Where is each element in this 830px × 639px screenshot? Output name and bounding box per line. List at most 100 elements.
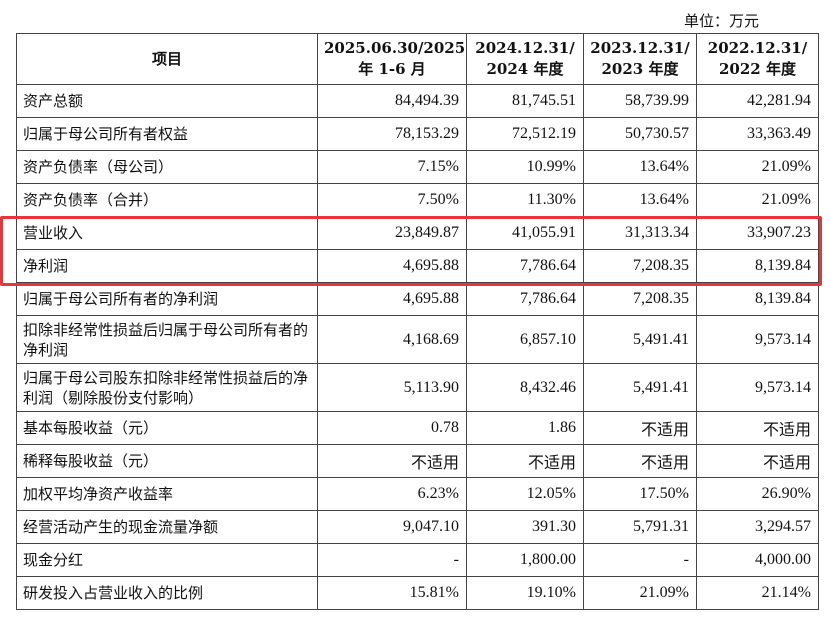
table-row: 稀释每股收益（元） 不适用 不适用 不适用 不适用 [16,444,819,478]
header-col-2023-line1: 2023.12.31/ [590,39,690,57]
row-value: 58,739.99 [583,84,697,118]
table-row: 归属于母公司所有者的净利润 4,695.88 7,786.64 7,208.35 8,1… [16,282,819,316]
table-row: 营业收入 23,849.87 41,055.91 31,313.34 33,907.23 [16,216,819,250]
row-value: - [317,543,467,577]
row-value: 17.50% [583,477,697,511]
row-value: 4,168.69 [317,315,467,364]
row-value: 13.64% [583,183,697,217]
row-value: 4,695.88 [317,282,467,316]
header-col-2025h1-line1: 2025.06.30/2025 [324,39,466,57]
row-value: 50,730.57 [583,117,697,151]
table-row: 归属于母公司所有者权益 78,153.29 72,512.19 50,730.57 33… [16,117,819,151]
table-row: 资产负债率（母公司） 7.15% 10.99% 13.64% 21.09% [16,150,819,184]
row-label: 现金分红 [16,543,318,577]
row-label: 归属于母公司股东扣除非经常性损益后的净利润（剔除股份支付影响） [16,363,318,412]
row-value: 不适用 [466,444,584,478]
row-value: 不适用 [696,444,819,478]
row-value: 13.64% [583,150,697,184]
row-value: - [583,543,697,577]
row-value: 7,208.35 [583,249,697,283]
row-value: 41,055.91 [466,216,584,250]
row-value: 5,791.31 [583,510,697,544]
row-value: 11.30% [466,183,584,217]
row-value: 19.10% [466,576,584,610]
header-col-2022-line1: 2022.12.31/ [707,39,808,57]
row-value: 9,047.10 [317,510,467,544]
row-value: 391.30 [466,510,584,544]
row-label: 研发投入占营业收入的比例 [16,576,318,610]
header-col-2022: 2022.12.31/ 2022 年度 [696,33,819,85]
row-value: 33,907.23 [696,216,819,250]
row-label: 加权平均净资产收益率 [16,477,318,511]
row-label: 营业收入 [16,216,318,250]
header-col-2024: 2024.12.31/ 2024 年度 [466,33,584,85]
row-value: 5,491.41 [583,315,697,364]
row-value: 不适用 [696,411,819,445]
row-value: 78,153.29 [317,117,467,151]
row-value: 8,139.84 [696,249,819,283]
row-label: 归属于母公司所有者的净利润 [16,282,318,316]
header-col-2022-line2: 2022 年度 [719,60,796,78]
table-row: 研发投入占营业收入的比例 15.81% 19.10% 21.09% 21.14% [16,576,819,610]
row-value: 31,313.34 [583,216,697,250]
row-value: 9,573.14 [696,363,819,412]
row-value: 7.50% [317,183,467,217]
row-value: 7.15% [317,150,467,184]
row-value: 9,573.14 [696,315,819,364]
table-row: 加权平均净资产收益率 6.23% 12.05% 17.50% 26.90% [16,477,819,511]
row-value: 不适用 [317,444,467,478]
row-value: 8,432.46 [466,363,584,412]
table-row: 归属于母公司股东扣除非经常性损益后的净利润（剔除股份支付影响） 5,113.90 8… [16,363,819,412]
row-value: 21.14% [696,576,819,610]
table-header-row: 项目 2025.06.30/2025 年 1-6 月 2024.12.31/ 2… [16,33,819,85]
row-value: 72,512.19 [466,117,584,151]
row-value: 7,208.35 [583,282,697,316]
row-value: 8,139.84 [696,282,819,316]
header-col-2025h1: 2025.06.30/2025 年 1-6 月 [317,33,467,85]
row-label: 资产总额 [16,84,318,118]
row-value: 21.09% [696,150,819,184]
row-label: 资产负债率（母公司） [16,150,318,184]
header-col-2025h1-line2: 年 1-6 月 [358,60,426,78]
row-value: 21.09% [583,576,697,610]
row-value: 1.86 [466,411,584,445]
table-row: 资产总额 84,494.39 81,745.51 58,739.99 42,281.94 [16,84,819,118]
row-value: 26.90% [696,477,819,511]
row-label: 经营活动产生的现金流量净额 [16,510,318,544]
row-value: 5,113.90 [317,363,467,412]
table-row: 净利润 4,695.88 7,786.64 7,208.35 8,139.84 [16,249,819,283]
row-value: 7,786.64 [466,282,584,316]
row-label: 归属于母公司所有者权益 [16,117,318,151]
row-label: 扣除非经常性损益后归属于母公司所有者的净利润 [16,315,318,364]
header-item: 项目 [16,33,318,85]
row-value: 不适用 [583,411,697,445]
table-row: 扣除非经常性损益后归属于母公司所有者的净利润 4,168.69 6,857.10 5,… [16,315,819,364]
row-value: 4,695.88 [317,249,467,283]
header-col-2024-line1: 2024.12.31/ [475,39,575,57]
header-col-2023: 2023.12.31/ 2023 年度 [583,33,697,85]
row-value: 6,857.10 [466,315,584,364]
row-value: 81,745.51 [466,84,584,118]
row-value: 不适用 [583,444,697,478]
table-row: 经营活动产生的现金流量净额 9,047.10 391.30 5,791.31 3,294… [16,510,819,544]
row-label: 基本每股收益（元） [16,411,318,445]
row-value: 23,849.87 [317,216,467,250]
table-row: 资产负债率（合并） 7.50% 11.30% 13.64% 21.09% [16,183,819,217]
row-value: 0.78 [317,411,467,445]
header-col-2024-line2: 2024 年度 [486,60,564,78]
row-label: 稀释每股收益（元） [16,444,318,478]
row-value: 21.09% [696,183,819,217]
row-value: 3,294.57 [696,510,819,544]
row-value: 33,363.49 [696,117,819,151]
row-value: 7,786.64 [466,249,584,283]
row-value: 6.23% [317,477,467,511]
row-value: 42,281.94 [696,84,819,118]
row-value: 15.81% [317,576,467,610]
financial-summary-table: 项目 2025.06.30/2025 年 1-6 月 2024.12.31/ 2… [16,33,819,610]
header-col-2023-line2: 2023 年度 [601,60,679,78]
row-value: 4,000.00 [696,543,819,577]
row-value: 1,800.00 [466,543,584,577]
unit-label: 单位：万元 [684,12,760,30]
row-value: 5,491.41 [583,363,697,412]
table-row: 基本每股收益（元） 0.78 1.86 不适用 不适用 [16,411,819,445]
